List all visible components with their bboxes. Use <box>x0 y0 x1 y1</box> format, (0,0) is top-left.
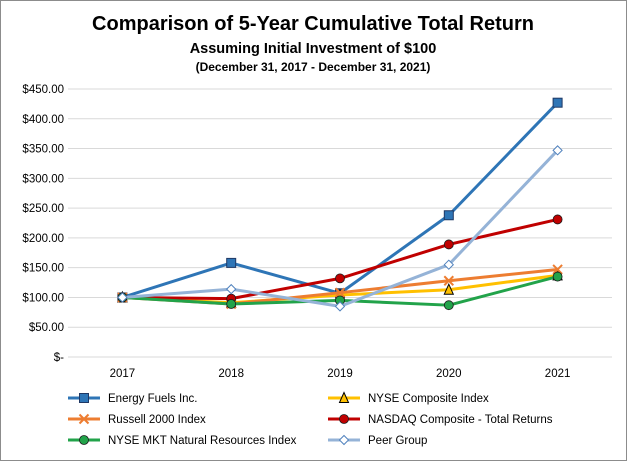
x-tick-label: 2018 <box>218 368 244 380</box>
y-tick-label: $450.00 <box>22 84 64 96</box>
chart-subtitle: Assuming Initial Investment of $100 <box>190 41 437 57</box>
y-tick-label: $300.00 <box>22 173 64 185</box>
data-point-marker-stroke <box>443 275 455 286</box>
series-group <box>117 145 563 312</box>
y-tick-label: $150.00 <box>22 263 64 275</box>
x-tick-label: 2017 <box>110 368 136 380</box>
data-point-marker <box>334 287 346 298</box>
series-group <box>117 271 563 311</box>
data-point-marker <box>443 275 455 286</box>
legend-entry: Peer Group <box>328 434 427 447</box>
legend-entry: NASDAQ Composite - Total Returns <box>328 414 553 426</box>
series-lines <box>117 97 563 312</box>
x-tick-label: 2019 <box>327 368 353 380</box>
data-point-marker <box>78 413 90 425</box>
y-tick-label: $400.00 <box>22 114 64 126</box>
legend-label: NYSE Composite Index <box>368 393 489 405</box>
data-point-marker-stroke <box>552 264 563 275</box>
data-point-marker <box>79 435 89 445</box>
legend: Energy Fuels Inc. NYSE Composite Index Rus… <box>68 391 553 447</box>
legend-entry: Energy Fuels Inc. <box>68 393 197 405</box>
data-point-marker <box>443 282 455 295</box>
chart-subtitle-dates: (December 31, 2017 - December 31, 2021) <box>196 60 431 74</box>
legend-label: Energy Fuels Inc. <box>108 393 197 405</box>
data-point-marker <box>338 434 350 446</box>
data-point-marker <box>443 239 454 250</box>
legend-label: NASDAQ Composite - Total Returns <box>368 414 553 426</box>
data-point-marker <box>117 292 128 303</box>
y-tick-label: $100.00 <box>22 292 64 304</box>
data-point-marker <box>225 283 237 295</box>
data-point-marker-stroke <box>78 413 90 425</box>
x-axis-ticks: 2017 2018 2019 2020 2021 <box>110 368 571 380</box>
data-point-marker <box>339 414 349 424</box>
y-tick-label: $250.00 <box>22 203 64 215</box>
gridlines <box>68 88 612 358</box>
data-point-marker <box>335 273 345 284</box>
data-point-marker <box>552 264 563 275</box>
x-tick-label: 2021 <box>545 368 571 380</box>
chart-title: Comparison of 5-Year Cumulative Total Re… <box>92 13 534 35</box>
data-point-marker <box>79 393 89 403</box>
y-tick-label: $200.00 <box>22 233 64 245</box>
legend-label: NYSE MKT Natural Resources Index <box>108 435 297 447</box>
data-point-marker <box>552 97 563 108</box>
data-point-marker-stroke <box>334 287 346 298</box>
legend-label: Peer Group <box>368 435 427 447</box>
legend-entry: NYSE Composite Index <box>328 391 489 405</box>
y-axis-ticks: $- $50.00 $100.00 $150.00 $200.00 $250.00 $300… <box>22 84 64 364</box>
data-point-marker <box>552 271 563 282</box>
data-point-marker <box>338 391 350 403</box>
data-point-marker <box>552 214 563 225</box>
y-tick-label: $50.00 <box>29 322 64 334</box>
data-point-marker <box>334 301 346 312</box>
y-tick-label: $350.00 <box>22 144 64 156</box>
series-line <box>121 101 559 299</box>
y-tick-label: $- <box>54 352 64 364</box>
legend-entry: Russell 2000 Index <box>68 413 206 426</box>
data-point-marker <box>443 259 455 270</box>
legend-label: Russell 2000 Index <box>108 414 206 426</box>
series-group <box>117 97 563 303</box>
x-tick-label: 2020 <box>436 368 462 380</box>
series-line <box>122 217 558 301</box>
data-point-marker <box>226 299 237 309</box>
data-point-marker <box>552 145 563 156</box>
data-point-marker <box>226 257 237 268</box>
data-point-marker <box>443 210 454 221</box>
legend-entry: NYSE MKT Natural Resources Index <box>68 435 297 447</box>
data-point-marker <box>443 300 454 311</box>
